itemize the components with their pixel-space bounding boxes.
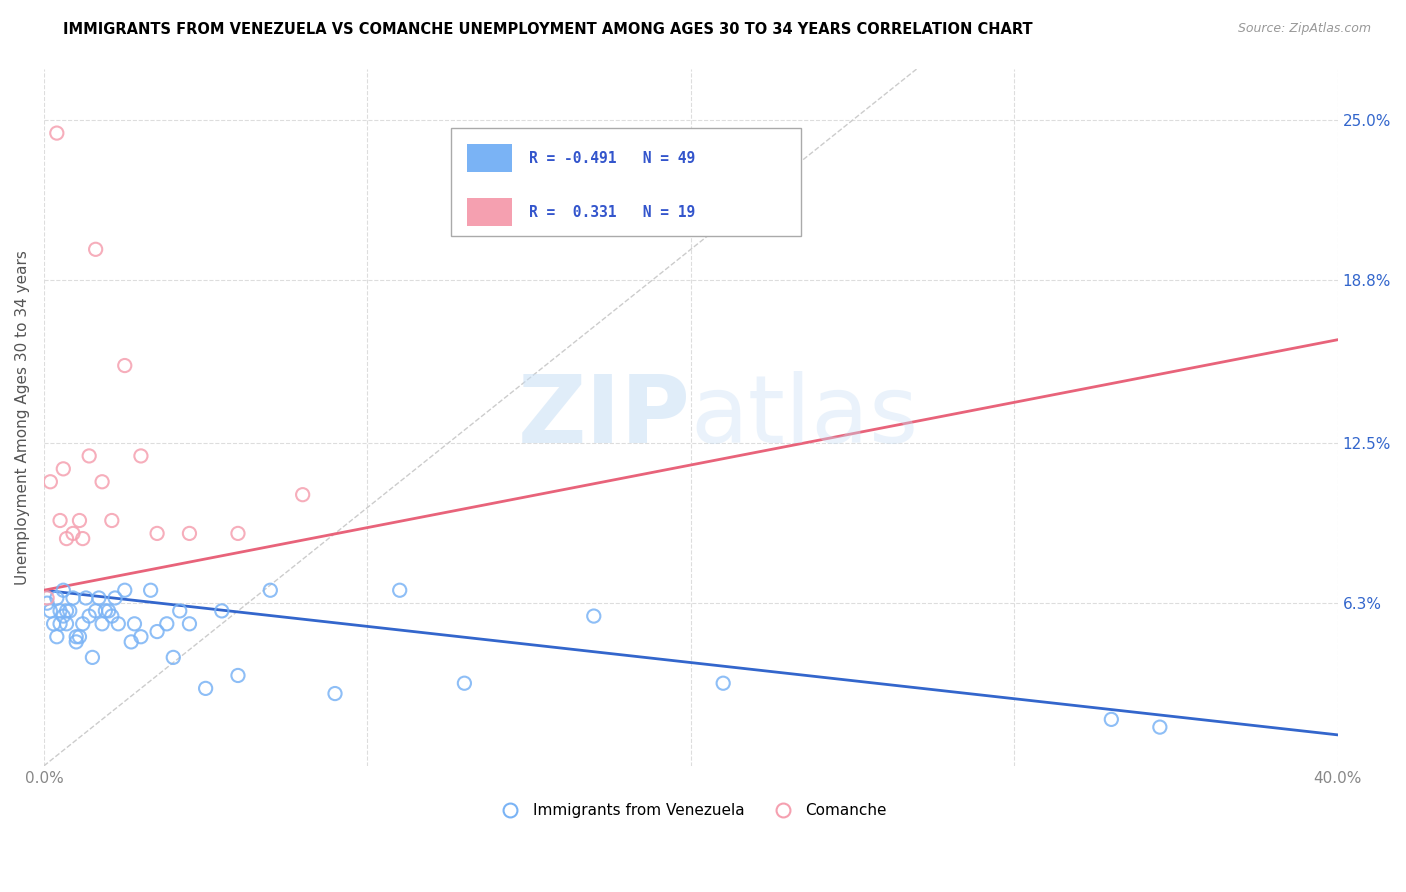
Point xyxy=(49,604,72,618)
Point xyxy=(194,681,217,696)
Point xyxy=(45,126,67,140)
Point xyxy=(129,630,152,644)
Point xyxy=(52,609,75,624)
Point xyxy=(169,604,191,618)
Point xyxy=(1149,720,1171,734)
Point xyxy=(146,526,169,541)
Point xyxy=(97,604,120,618)
FancyBboxPatch shape xyxy=(467,198,512,226)
Point xyxy=(39,475,62,489)
Point xyxy=(104,591,127,605)
Point xyxy=(107,616,129,631)
Point xyxy=(87,591,110,605)
Point xyxy=(72,616,94,631)
Point xyxy=(52,583,75,598)
Point xyxy=(179,526,201,541)
Point xyxy=(49,616,72,631)
Text: atlas: atlas xyxy=(690,371,920,463)
Point xyxy=(45,630,67,644)
Point xyxy=(82,650,104,665)
FancyBboxPatch shape xyxy=(467,145,512,172)
Point xyxy=(65,630,87,644)
Point xyxy=(42,616,65,631)
Point xyxy=(323,687,346,701)
Point xyxy=(94,604,117,618)
Point xyxy=(37,591,59,605)
Point xyxy=(259,583,281,598)
Point xyxy=(101,609,124,624)
Point xyxy=(72,532,94,546)
Point xyxy=(114,583,136,598)
Point xyxy=(114,359,136,373)
Point xyxy=(711,676,734,690)
Point xyxy=(582,609,605,624)
Text: R = -0.491   N = 49: R = -0.491 N = 49 xyxy=(529,151,696,166)
Point xyxy=(226,526,249,541)
Point xyxy=(39,604,62,618)
Text: IMMIGRANTS FROM VENEZUELA VS COMANCHE UNEMPLOYMENT AMONG AGES 30 TO 34 YEARS COR: IMMIGRANTS FROM VENEZUELA VS COMANCHE UN… xyxy=(63,22,1033,37)
Point xyxy=(1099,712,1122,726)
Point xyxy=(453,676,475,690)
Point xyxy=(211,604,233,618)
Point xyxy=(62,526,84,541)
Point xyxy=(37,596,59,610)
Point xyxy=(49,514,72,528)
Point xyxy=(179,616,201,631)
Point xyxy=(65,635,87,649)
Point xyxy=(69,514,91,528)
Point xyxy=(59,604,82,618)
Point xyxy=(101,514,124,528)
Point xyxy=(162,650,184,665)
Point xyxy=(84,243,107,257)
Point xyxy=(55,616,77,631)
Point xyxy=(129,449,152,463)
Point xyxy=(75,591,97,605)
Point xyxy=(91,616,114,631)
Point xyxy=(69,630,91,644)
Point xyxy=(388,583,411,598)
Y-axis label: Unemployment Among Ages 30 to 34 years: Unemployment Among Ages 30 to 34 years xyxy=(15,250,30,584)
FancyBboxPatch shape xyxy=(451,128,801,235)
Text: Source: ZipAtlas.com: Source: ZipAtlas.com xyxy=(1237,22,1371,36)
Point xyxy=(146,624,169,639)
Point xyxy=(55,604,77,618)
Point xyxy=(124,616,146,631)
Point xyxy=(291,488,314,502)
Text: ZIP: ZIP xyxy=(517,371,690,463)
Point xyxy=(91,475,114,489)
Point xyxy=(55,532,77,546)
Point xyxy=(226,668,249,682)
Point xyxy=(77,449,100,463)
Legend: Immigrants from Venezuela, Comanche: Immigrants from Venezuela, Comanche xyxy=(488,797,893,824)
Point xyxy=(45,591,67,605)
Point xyxy=(156,616,179,631)
Point xyxy=(52,462,75,476)
Point xyxy=(120,635,142,649)
Text: R =  0.331   N = 19: R = 0.331 N = 19 xyxy=(529,204,696,219)
Point xyxy=(62,591,84,605)
Point xyxy=(77,609,100,624)
Point xyxy=(139,583,162,598)
Point xyxy=(84,604,107,618)
